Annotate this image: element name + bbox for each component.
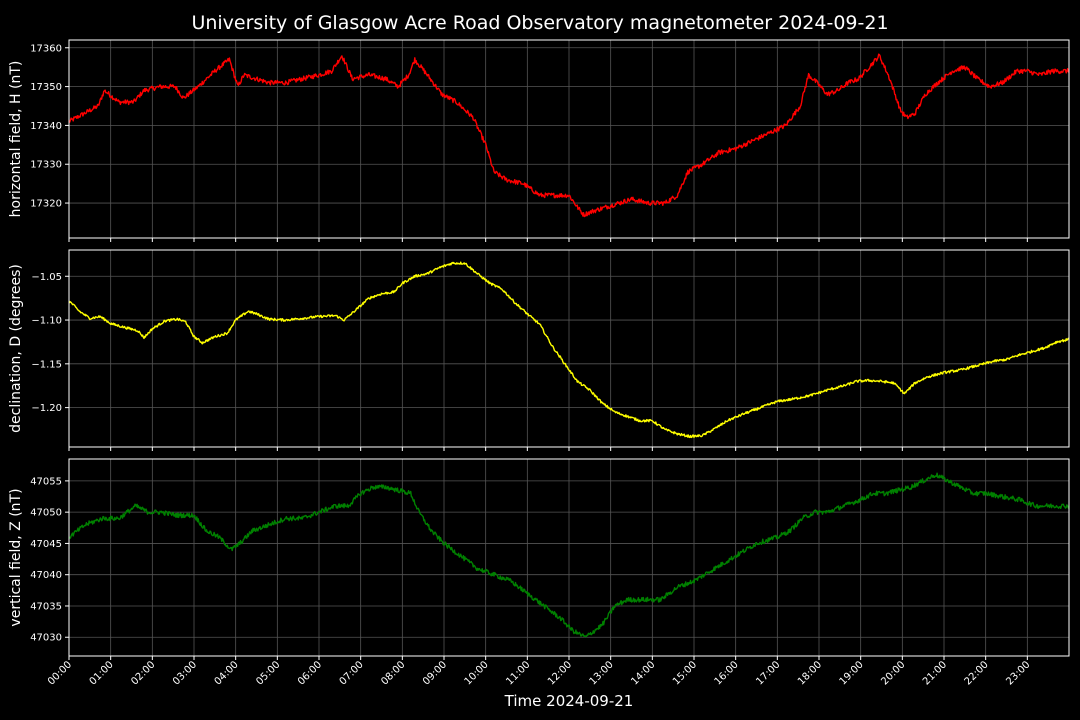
y-tick-label: 17360 <box>30 43 62 54</box>
x-tick-label: 17:00 <box>754 659 782 687</box>
x-tick-label: 05:00 <box>254 659 282 687</box>
y-axis-label: declination, D (degrees) <box>8 264 24 433</box>
x-tick-label: 18:00 <box>796 659 824 687</box>
x-tick-label: 01:00 <box>88 659 116 687</box>
axes-frame <box>68 249 1070 448</box>
y-tick-label: −1.20 <box>31 403 62 414</box>
x-tick-label: 11:00 <box>504 659 532 687</box>
y-tick-label: 47050 <box>30 508 62 519</box>
panels: 17320 17330 17340 17350 17360 horizontal fiel… <box>8 39 1070 660</box>
y-axis-label: horizontal field, H (nT) <box>8 61 24 218</box>
x-axis-label: Time 2024-09-21 <box>504 692 634 710</box>
x-tick-label: 15:00 <box>671 659 699 687</box>
x-tick-label: 20:00 <box>879 659 907 687</box>
series-line <box>69 472 1069 638</box>
figure-title: University of Glasgow Acre Road Observat… <box>191 12 888 34</box>
y-tick-label: 47040 <box>30 570 62 581</box>
panel-2: −1.05 −1.10 −1.15 −1.20 declination, D (degr… <box>8 249 1070 451</box>
y-axis-label: vertical field, Z (nT) <box>8 488 24 626</box>
panel-3: 47030 47035 47040 47045 47050 47055 vertical f… <box>8 458 1070 660</box>
x-tick-label: 06:00 <box>296 659 324 687</box>
y-tick-label: 17350 <box>30 82 62 93</box>
series-line <box>69 261 1069 439</box>
x-tick-label: 03:00 <box>171 659 199 687</box>
y-tick-label: 47035 <box>30 601 62 612</box>
axes-frame <box>68 39 1070 239</box>
x-tick-label: 23:00 <box>1004 659 1032 687</box>
y-tick-label: −1.10 <box>31 316 62 327</box>
x-tick-label: 12:00 <box>546 659 574 687</box>
x-tick-label: 10:00 <box>463 659 491 687</box>
x-tick-label: 02:00 <box>129 659 157 687</box>
y-tick-label: −1.05 <box>31 272 62 283</box>
y-tick-label: 47045 <box>30 539 62 550</box>
y-tick-label: 17330 <box>30 160 62 171</box>
y-tick-label: −1.15 <box>31 359 62 370</box>
x-tick-label: 22:00 <box>963 659 991 687</box>
x-tick-label: 00:00 <box>46 659 74 687</box>
axes-frame <box>68 458 1070 657</box>
x-tick-label: 09:00 <box>421 659 449 687</box>
x-axis-ticks: 00:00 01:00 02:00 03:00 04:00 05:00 06:00 07:00… <box>46 659 1032 687</box>
series-line <box>69 53 1069 218</box>
x-tick-label: 14:00 <box>629 659 657 687</box>
y-tick-label: 47055 <box>30 476 62 487</box>
y-tick-label: 17320 <box>30 199 62 210</box>
x-tick-label: 19:00 <box>838 659 866 687</box>
y-tick-label: 47030 <box>30 633 62 644</box>
y-tick-label: 17340 <box>30 121 62 132</box>
x-tick-label: 07:00 <box>338 659 366 687</box>
x-tick-label: 21:00 <box>921 659 949 687</box>
x-tick-label: 13:00 <box>588 659 616 687</box>
x-tick-label: 08:00 <box>379 659 407 687</box>
x-tick-label: 04:00 <box>213 659 241 687</box>
x-tick-label: 16:00 <box>713 659 741 687</box>
panel-1: 17320 17330 17340 17350 17360 horizontal fiel… <box>8 39 1070 242</box>
